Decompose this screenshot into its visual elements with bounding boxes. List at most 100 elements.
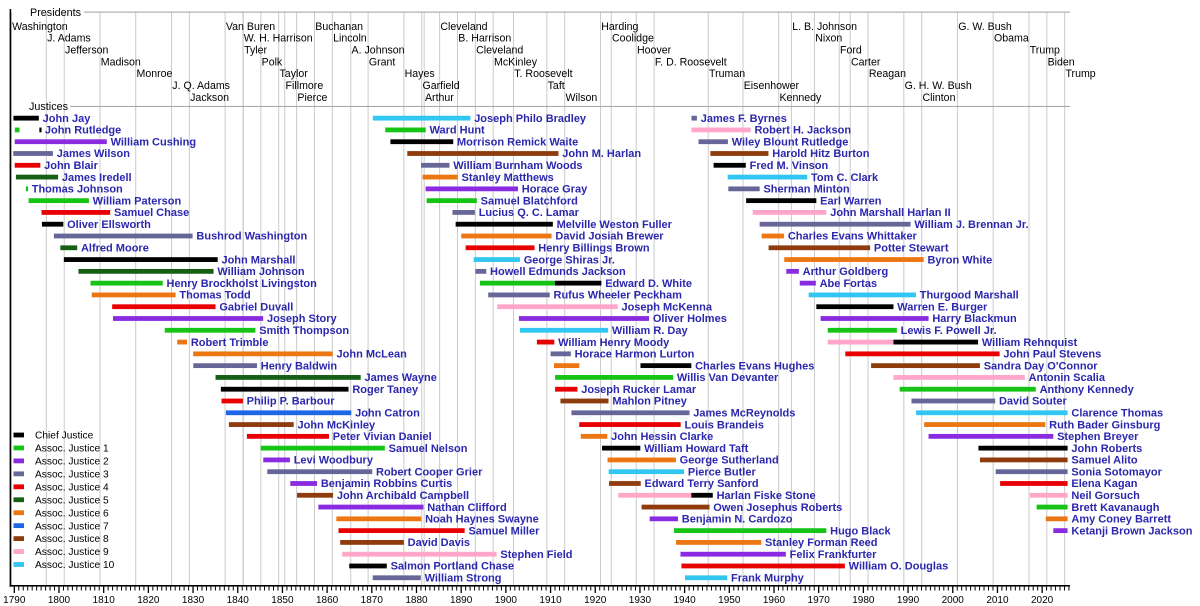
svg-text:Potter Stewart: Potter Stewart (874, 242, 949, 254)
svg-text:Jackson: Jackson (190, 92, 229, 104)
svg-text:1880: 1880 (405, 595, 428, 606)
svg-text:Taft: Taft (548, 80, 565, 92)
svg-text:1980: 1980 (852, 595, 875, 606)
svg-text:G. W. Bush: G. W. Bush (958, 21, 1012, 33)
svg-text:William Rehnquist: William Rehnquist (982, 337, 1078, 349)
svg-text:Wiley Blount Rutledge: Wiley Blount Rutledge (732, 136, 849, 148)
svg-text:Stephen Breyer: Stephen Breyer (1057, 431, 1139, 443)
svg-text:William R. Day: William R. Day (612, 325, 689, 337)
svg-text:Owen Josephus Roberts: Owen Josephus Roberts (713, 502, 842, 514)
svg-text:Assoc. Justice 5: Assoc. Justice 5 (35, 495, 109, 506)
svg-text:Stephen Field: Stephen Field (500, 549, 572, 561)
svg-text:Charles Evans Hughes: Charles Evans Hughes (695, 360, 814, 372)
svg-text:Samuel Blatchford: Samuel Blatchford (481, 195, 578, 207)
svg-text:John Blair: John Blair (44, 160, 99, 172)
svg-text:J. Adams: J. Adams (47, 33, 91, 45)
svg-text:1850: 1850 (271, 595, 294, 606)
svg-text:1990: 1990 (897, 595, 920, 606)
svg-text:Truman: Truman (709, 68, 745, 80)
svg-text:Arthur: Arthur (425, 92, 454, 104)
svg-text:Joseph Rucker Lamar: Joseph Rucker Lamar (581, 384, 697, 396)
svg-text:Arthur Goldberg: Arthur Goldberg (803, 266, 889, 278)
svg-text:Elena Kagan: Elena Kagan (1071, 478, 1137, 490)
svg-text:Hugo Black: Hugo Black (830, 525, 891, 537)
svg-text:Grant: Grant (369, 56, 396, 68)
svg-text:John Paul Stevens: John Paul Stevens (1003, 349, 1101, 361)
svg-text:Harlan Fiske Stone: Harlan Fiske Stone (717, 490, 816, 502)
svg-text:James McReynolds: James McReynolds (693, 407, 795, 419)
svg-text:Biden: Biden (1048, 56, 1075, 68)
svg-text:Melville Weston Fuller: Melville Weston Fuller (557, 219, 673, 231)
svg-text:William Burnham Woods: William Burnham Woods (453, 160, 582, 172)
svg-text:Neil Gorsuch: Neil Gorsuch (1071, 490, 1140, 502)
svg-text:John Marshall Harlan II: John Marshall Harlan II (830, 207, 950, 219)
svg-text:1960: 1960 (763, 595, 786, 606)
svg-text:1970: 1970 (808, 595, 831, 606)
svg-text:Byron White: Byron White (927, 254, 992, 266)
svg-text:Lucius Q. C. Lamar: Lucius Q. C. Lamar (479, 207, 580, 219)
svg-text:William J. Brennan Jr.: William J. Brennan Jr. (914, 219, 1028, 231)
svg-text:F. D. Roosevelt: F. D. Roosevelt (655, 56, 727, 68)
svg-text:Smith Thompson: Smith Thompson (259, 325, 349, 337)
svg-text:Madison: Madison (101, 56, 141, 68)
svg-text:Harold Hitz Burton: Harold Hitz Burton (772, 148, 869, 160)
svg-text:Ward Hunt: Ward Hunt (430, 125, 486, 137)
svg-text:Nathan Clifford: Nathan Clifford (427, 502, 506, 514)
svg-text:Oliver Holmes: Oliver Holmes (653, 313, 727, 325)
svg-text:1870: 1870 (361, 595, 384, 606)
svg-text:John Jay: John Jay (43, 113, 92, 125)
svg-text:Clinton: Clinton (922, 92, 955, 104)
svg-text:Mahlon Pitney: Mahlon Pitney (612, 396, 687, 408)
svg-text:Rufus Wheeler Peckham: Rufus Wheeler Peckham (554, 290, 683, 302)
svg-text:Nixon: Nixon (815, 33, 842, 45)
svg-text:Robert Cooper Grier: Robert Cooper Grier (376, 466, 483, 478)
svg-text:John Rutledge: John Rutledge (45, 125, 121, 137)
svg-text:G. H. W. Bush: G. H. W. Bush (905, 80, 972, 92)
svg-text:Justices: Justices (29, 101, 69, 113)
svg-text:Thomas Johnson: Thomas Johnson (32, 184, 123, 196)
svg-text:Tyler: Tyler (244, 45, 267, 57)
svg-text:Assoc. Justice 8: Assoc. Justice 8 (35, 534, 109, 545)
svg-text:John McLean: John McLean (337, 349, 408, 361)
svg-text:Pierce Butler: Pierce Butler (688, 466, 757, 478)
svg-text:William Johnson: William Johnson (217, 266, 305, 278)
svg-text:Fred M. Vinson: Fred M. Vinson (750, 160, 829, 172)
svg-text:Salmon Portland Chase: Salmon Portland Chase (391, 561, 514, 573)
svg-text:Warren E. Burger: Warren E. Burger (897, 301, 988, 313)
svg-text:George Shiras Jr.: George Shiras Jr. (524, 254, 615, 266)
svg-text:1820: 1820 (137, 595, 160, 606)
svg-text:Edward Terry Sanford: Edward Terry Sanford (645, 478, 759, 490)
svg-text:John Marshall: John Marshall (221, 254, 295, 266)
svg-text:1800: 1800 (48, 595, 71, 606)
svg-text:1860: 1860 (316, 595, 339, 606)
svg-text:Sandra Day O'Connor: Sandra Day O'Connor (984, 360, 1099, 372)
svg-text:Jefferson: Jefferson (65, 45, 108, 57)
svg-text:Louis Brandeis: Louis Brandeis (684, 419, 763, 431)
svg-text:Anthony Kennedy: Anthony Kennedy (1040, 384, 1135, 396)
svg-text:2020: 2020 (1031, 595, 1054, 606)
svg-text:Trump: Trump (1030, 45, 1060, 57)
svg-text:Levi Woodbury: Levi Woodbury (294, 455, 374, 467)
svg-text:Henry Baldwin: Henry Baldwin (261, 360, 338, 372)
svg-text:Thomas Todd: Thomas Todd (179, 290, 250, 302)
svg-text:John Catron: John Catron (355, 407, 420, 419)
svg-text:John M. Harlan: John M. Harlan (562, 148, 641, 160)
svg-text:Amy Coney Barrett: Amy Coney Barrett (1071, 514, 1171, 526)
svg-text:Kennedy: Kennedy (779, 92, 822, 104)
svg-text:Edward D. White: Edward D. White (605, 278, 692, 290)
svg-text:Willis Van Devanter: Willis Van Devanter (677, 372, 779, 384)
svg-text:Samuel Chase: Samuel Chase (114, 207, 189, 219)
svg-text:1920: 1920 (584, 595, 607, 606)
svg-text:Washington: Washington (12, 21, 68, 33)
svg-text:Assoc. Justice 9: Assoc. Justice 9 (35, 547, 109, 558)
svg-text:Hoover: Hoover (637, 45, 672, 57)
svg-text:Brett Kavanaugh: Brett Kavanaugh (1071, 502, 1159, 514)
svg-text:Stanley Forman Reed: Stanley Forman Reed (765, 537, 877, 549)
svg-text:Reagan: Reagan (869, 68, 906, 80)
svg-text:Ruth Bader Ginsburg: Ruth Bader Ginsburg (1049, 419, 1160, 431)
svg-text:Stanley Matthews: Stanley Matthews (461, 172, 553, 184)
svg-text:Eisenhower: Eisenhower (744, 80, 800, 92)
svg-text:Samuel Alito: Samuel Alito (1071, 455, 1137, 467)
svg-text:George Sutherland: George Sutherland (680, 455, 779, 467)
svg-text:Assoc. Justice 1: Assoc. Justice 1 (35, 444, 109, 455)
